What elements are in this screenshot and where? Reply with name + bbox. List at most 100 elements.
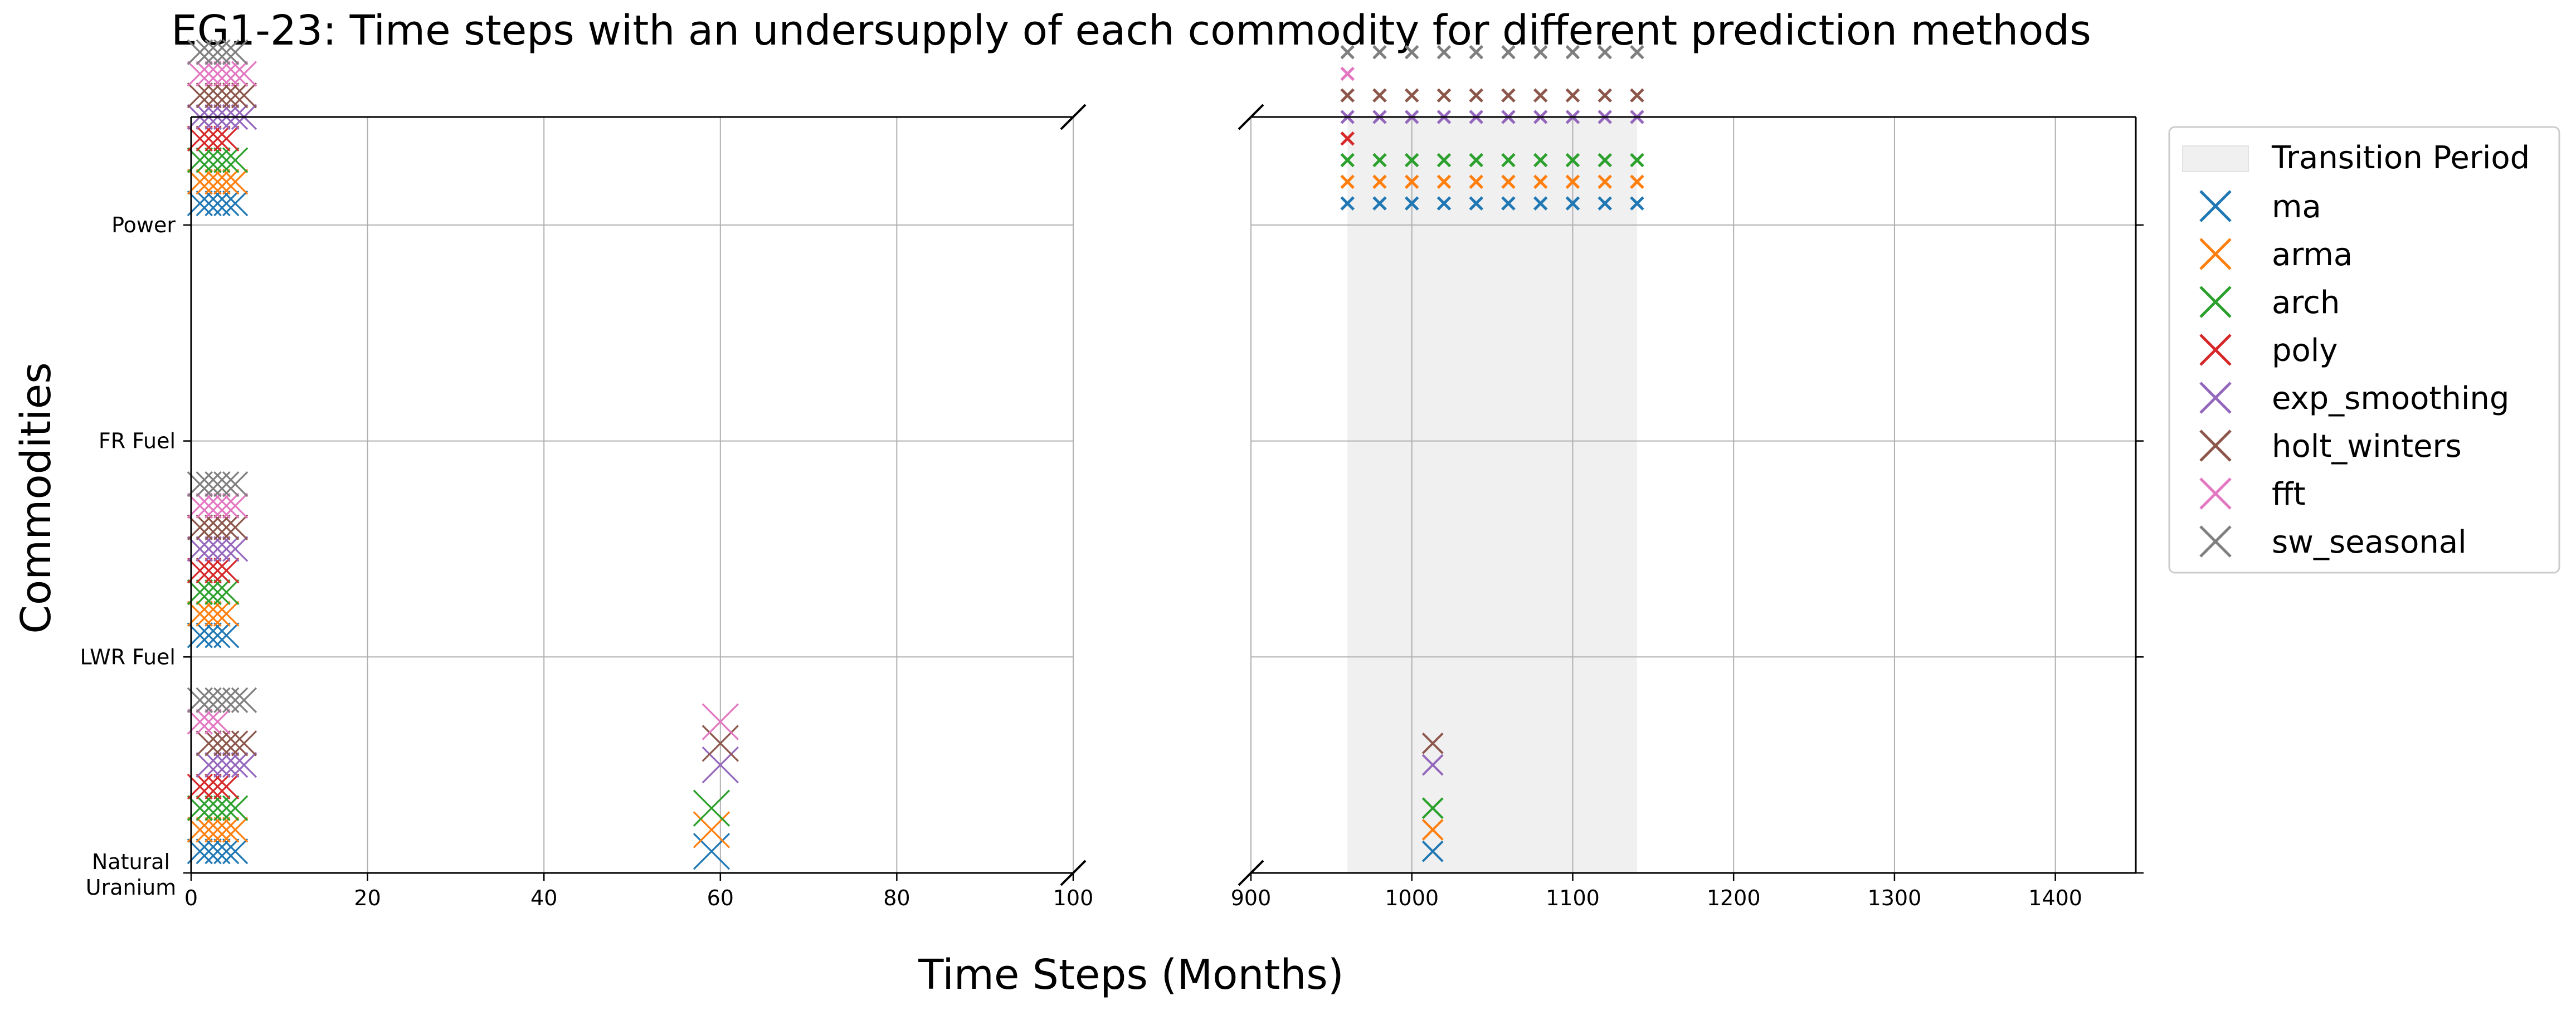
marker-holt_winters — [1533, 88, 1548, 103]
marker-stroke — [1404, 45, 1419, 60]
marker-arch — [1501, 153, 1516, 168]
marker-stroke — [213, 730, 240, 757]
marker-sw_seasonal — [1469, 45, 1483, 60]
x-tick-label: 60 — [707, 886, 734, 910]
marker-stroke — [204, 730, 231, 757]
marker-stroke — [204, 536, 231, 562]
marker-fft — [196, 61, 222, 87]
y-tick-label: Natural Uranium — [86, 850, 176, 900]
marker-stroke — [702, 746, 739, 784]
marker-sw_seasonal — [213, 39, 240, 65]
marker-stroke — [1469, 45, 1483, 60]
legend: Transition Period ma arma arch poly exp_smoot… — [2168, 126, 2560, 574]
marker-arch — [1565, 153, 1580, 168]
legend-label-exp_smoothing: exp_smoothing — [2272, 380, 2509, 417]
legend-marker-arch — [2199, 286, 2232, 318]
marker-stroke — [213, 773, 240, 800]
marker-stroke — [693, 811, 731, 848]
y-tick-label: FR Fuel — [99, 429, 176, 453]
marker-sw_seasonal — [187, 39, 213, 65]
marker-sw_seasonal — [213, 687, 240, 713]
marker-sw_seasonal — [222, 39, 249, 65]
marker-stroke — [693, 833, 731, 870]
marker-arma — [1565, 174, 1580, 189]
marker-arma — [196, 817, 222, 843]
right-axes-panel: 900 1000 1100 1200 1300 1400 — [1231, 45, 2144, 910]
marker-exp_smoothing — [1421, 754, 1444, 776]
marker-stroke — [196, 622, 222, 648]
marker-stroke — [204, 752, 231, 778]
legend-label-holt_winters: holt_winters — [2272, 428, 2462, 465]
marker-stroke — [231, 752, 257, 778]
marker-stroke — [1469, 196, 1483, 211]
marker-fft — [204, 492, 231, 519]
marker-arch — [213, 795, 240, 821]
marker-sw_seasonal — [1565, 45, 1580, 60]
marker-stroke — [196, 169, 222, 195]
marker-stroke — [1565, 153, 1580, 168]
marker-stroke — [1372, 88, 1387, 103]
marker-stroke — [1501, 88, 1516, 103]
legend-label-ma: ma — [2272, 189, 2321, 225]
marker-stroke — [204, 622, 231, 648]
legend-marker-stroke — [2199, 382, 2232, 414]
marker-stroke — [1598, 174, 1612, 189]
marker-arma — [196, 601, 222, 627]
marker-stroke — [1533, 45, 1548, 60]
marker-stroke — [204, 817, 231, 843]
marker-sw_seasonal — [1533, 45, 1548, 60]
marker-stroke — [693, 789, 731, 827]
x-tick-label: 1400 — [2028, 886, 2082, 910]
marker-stroke — [204, 773, 231, 800]
marker-sw_seasonal — [204, 687, 231, 713]
marker-poly — [213, 558, 240, 584]
marker-stroke — [1533, 174, 1548, 189]
marker-stroke — [213, 795, 240, 821]
marker-arch — [1598, 153, 1612, 168]
marker-stroke — [213, 39, 240, 65]
marker-ma — [1404, 196, 1419, 211]
marker-stroke — [204, 190, 231, 217]
marker-holt_winters — [222, 730, 249, 757]
x-tick-label: 1000 — [1385, 886, 1439, 910]
marker-fft — [187, 61, 213, 87]
marker-stroke — [1436, 153, 1452, 168]
marker-poly — [1340, 131, 1355, 146]
legend-marker-stroke — [2199, 334, 2232, 366]
marker-stroke — [1421, 797, 1444, 819]
legend-marker-stroke — [2199, 190, 2232, 222]
marker-holt_winters — [1421, 732, 1444, 754]
marker-stroke — [196, 795, 222, 821]
legend-marker-arma — [2199, 238, 2232, 270]
marker-arch — [1436, 153, 1452, 168]
marker-ma — [1565, 196, 1580, 211]
marker-arch — [213, 579, 240, 606]
marker-holt_winters — [1501, 88, 1516, 103]
marker-stroke — [222, 752, 249, 778]
marker-arma — [1340, 174, 1355, 189]
marker-stroke — [1565, 88, 1580, 103]
marker-stroke — [196, 558, 222, 584]
marker-arch — [204, 147, 231, 173]
marker-ma — [222, 190, 249, 217]
marker-arch — [1421, 797, 1444, 819]
marker-ma — [196, 190, 222, 217]
marker-exp_smoothing — [222, 752, 249, 778]
marker-holt_winters — [1436, 88, 1452, 103]
marker-fft — [231, 61, 257, 87]
marker-holt_winters — [1565, 88, 1580, 103]
marker-stroke — [196, 536, 222, 562]
marker-holt_winters — [222, 82, 249, 109]
marker-fft — [204, 709, 231, 735]
marker-stroke — [213, 471, 240, 497]
marker-stroke — [213, 558, 240, 584]
marker-poly — [204, 558, 231, 584]
marker-ma — [222, 838, 249, 865]
marker-arch — [204, 579, 231, 606]
marker-stroke — [213, 61, 240, 87]
x-tick-label: 900 — [1231, 886, 1272, 910]
marker-arma — [1630, 174, 1644, 189]
marker-stroke — [196, 838, 222, 865]
marker-stroke — [204, 579, 231, 606]
